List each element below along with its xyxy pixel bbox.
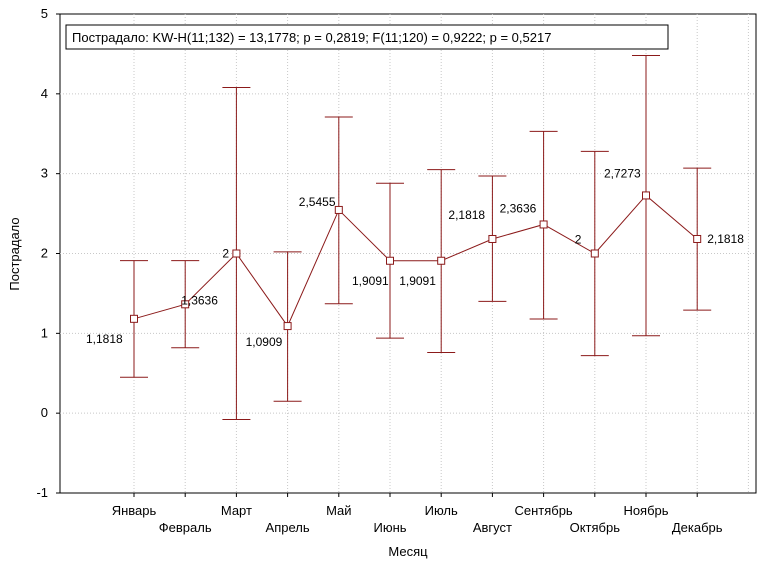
data-point: [438, 257, 445, 264]
y-tick-label: -1: [36, 485, 48, 500]
y-tick-label: 2: [41, 246, 48, 261]
data-label: 1,9091: [352, 274, 389, 288]
data-label: 2,3636: [500, 201, 537, 215]
y-tick-label: 1: [41, 325, 48, 340]
data-label: 1,1818: [86, 332, 123, 346]
x-tick-label: Февраль: [159, 520, 212, 535]
x-tick-label: Октябрь: [570, 520, 621, 535]
data-label: 2,5455: [299, 195, 336, 209]
data-label: 2,1818: [707, 232, 744, 246]
data-point: [643, 192, 650, 199]
data-label: 1,0909: [246, 335, 283, 349]
stats-box: Пострадало: KW-H(11;132) = 13,1778; p = …: [66, 25, 668, 49]
data-point: [540, 221, 547, 228]
data-point: [694, 235, 701, 242]
data-point: [131, 315, 138, 322]
x-tick-label: Июль: [425, 503, 458, 518]
data-label: 2,7273: [604, 166, 641, 180]
x-tick-label: Май: [326, 503, 351, 518]
data-point: [591, 250, 598, 257]
x-tick-label: Июнь: [373, 520, 406, 535]
data-label: 1,9091: [399, 274, 436, 288]
x-tick-label: Март: [221, 503, 252, 518]
data-point: [387, 257, 394, 264]
data-point: [489, 235, 496, 242]
x-tick-label: Сентябрь: [514, 503, 572, 518]
y-tick-label: 4: [41, 86, 48, 101]
data-point: [335, 206, 342, 213]
y-axis-title: Пострадало: [7, 217, 22, 290]
x-tick-label: Январь: [112, 503, 157, 518]
y-tick-label: 0: [41, 405, 48, 420]
x-tick-label: Декабрь: [672, 520, 723, 535]
data-label: 2: [575, 233, 582, 247]
x-tick-label: Август: [473, 520, 512, 535]
data-point: [284, 323, 291, 330]
x-axis-title: Месяц: [388, 544, 428, 559]
x-tick-label: Апрель: [266, 520, 310, 535]
data-label: 2: [222, 247, 229, 261]
data-label: 2,1818: [448, 208, 485, 222]
x-tick-label: Ноябрь: [623, 503, 668, 518]
data-label: 1,3636: [181, 293, 218, 307]
data-point: [233, 250, 240, 257]
stats-text: Пострадало: KW-H(11;132) = 13,1778; p = …: [72, 30, 551, 45]
y-tick-label: 3: [41, 166, 48, 181]
y-tick-label: 5: [41, 6, 48, 21]
